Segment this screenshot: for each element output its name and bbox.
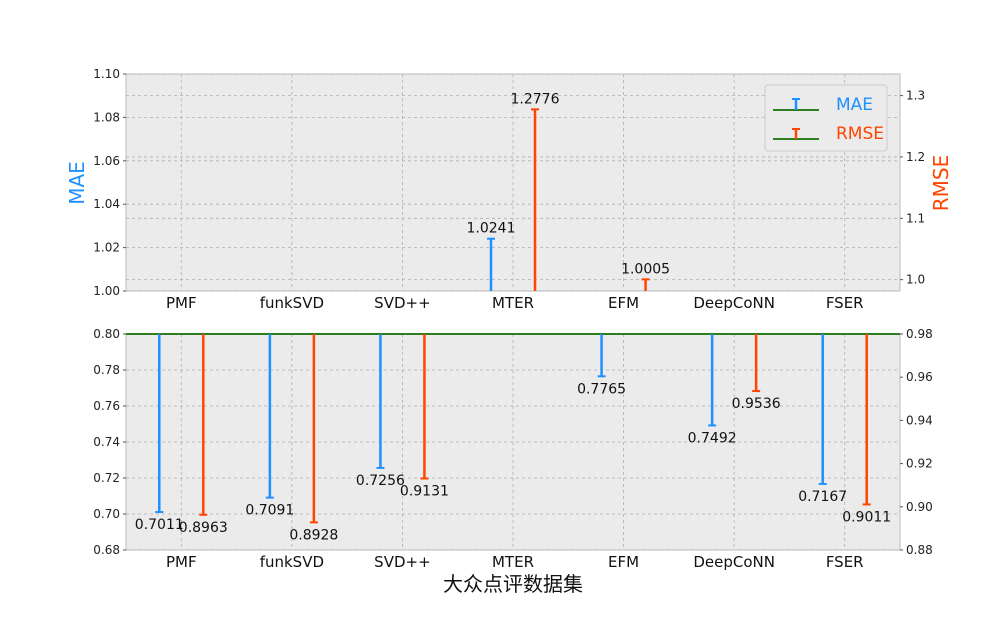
left-tick-label: 0.78 — [93, 363, 120, 377]
left-tick-label: 1.10 — [93, 67, 120, 81]
category-label: funkSVD — [260, 294, 324, 312]
right-tick-label: 1.3 — [906, 89, 925, 103]
legend-rmse-label: RMSE — [836, 124, 884, 144]
category-label: PMF — [166, 294, 197, 312]
legend-mae-label: MAE — [836, 95, 873, 115]
category-label: MTER — [492, 294, 534, 312]
category-label: SVD++ — [374, 553, 430, 571]
left-tick-label: 1.04 — [93, 197, 120, 211]
left-tick-label: 1.02 — [93, 241, 120, 255]
mae-value-label: 1.0241 — [467, 221, 516, 237]
legend: MAE RMSE — [764, 84, 888, 152]
category-label: funkSVD — [260, 553, 324, 571]
axis-labels: 1.00 1.02 1.04 1.06 1.08 1.10 1.0 1.1 1.2 1.3 PMF f… — [93, 67, 932, 571]
left-tick-label: 0.80 — [93, 327, 120, 341]
left-tick-label: 1.06 — [93, 154, 120, 168]
category-label: EFM — [608, 294, 639, 312]
mae-value-label: 0.7765 — [577, 381, 626, 397]
mae-value-label: 0.7256 — [356, 473, 405, 489]
bottom-grid — [126, 333, 900, 551]
rmse-value-label: 0.9011 — [842, 509, 891, 525]
category-label: SVD++ — [374, 294, 430, 312]
category-label: FSER — [826, 294, 864, 312]
right-tick-label: 0.94 — [906, 413, 933, 427]
left-tick-label: 0.76 — [93, 399, 120, 413]
category-label: FSER — [826, 553, 864, 571]
left-tick-label: 0.68 — [93, 543, 120, 557]
rmse-value-label: 0.9536 — [732, 396, 781, 412]
top-left-ylabel: MAE — [65, 161, 89, 205]
right-tick-label: 1.2 — [906, 150, 925, 164]
right-tick-label: 1.1 — [906, 211, 925, 225]
category-label: EFM — [608, 553, 639, 571]
category-label: DeepCoNN — [693, 294, 775, 312]
top-grid — [126, 73, 900, 292]
left-tick-label: 1.00 — [93, 284, 120, 298]
left-tick-label: 0.74 — [93, 435, 120, 449]
rmse-value-label: 1.0005 — [621, 261, 670, 277]
right-tick-label: 0.92 — [906, 457, 933, 471]
right-tick-label: 0.88 — [906, 543, 933, 557]
right-tick-label: 0.98 — [906, 327, 933, 341]
right-tick-label: 0.96 — [906, 370, 933, 384]
right-tick-label: 1.0 — [906, 273, 925, 287]
left-tick-label: 0.70 — [93, 507, 120, 521]
top-marks: 1.0241 1.2776 1.0005 — [467, 91, 670, 291]
x-axis-title: 大众点评数据集 — [443, 572, 583, 596]
left-tick-label: 1.08 — [93, 110, 120, 124]
rmse-value-label: 0.9131 — [400, 484, 449, 500]
category-label: PMF — [166, 553, 197, 571]
top-right-ylabel: RMSE — [929, 155, 953, 211]
rmse-value-label: 1.2776 — [511, 91, 560, 107]
right-tick-label: 0.90 — [906, 500, 933, 514]
mae-value-label: 0.7011 — [135, 517, 184, 533]
mae-value-label: 0.7492 — [688, 430, 737, 446]
mae-value-label: 0.7091 — [245, 503, 294, 519]
mae-value-label: 0.7167 — [798, 489, 847, 505]
rmse-value-label: 0.8928 — [289, 527, 338, 543]
left-tick-label: 0.72 — [93, 471, 120, 485]
rmse-value-label: 0.8963 — [179, 520, 228, 536]
category-label: DeepCoNN — [693, 553, 775, 571]
category-label: MTER — [492, 553, 534, 571]
